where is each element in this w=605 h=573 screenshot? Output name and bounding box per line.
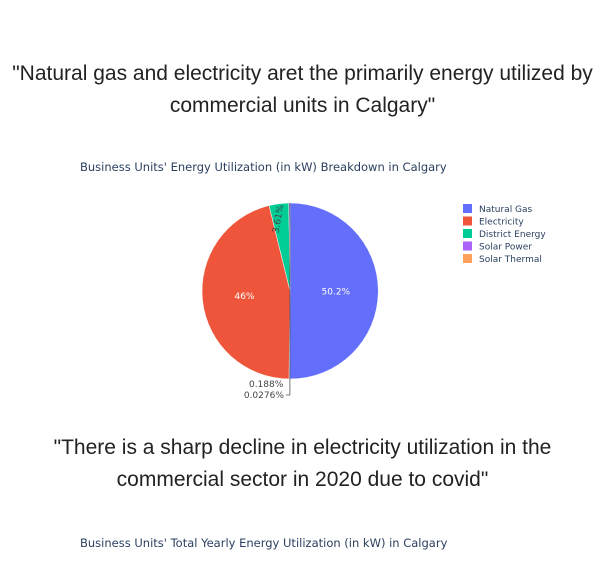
pie-chart-title: Business Units' Energy Utilization (in k… — [80, 160, 447, 174]
legend-label-district-energy[interactable]: District Energy — [479, 230, 546, 240]
quote-electricity-decline: "There is a sharp decline in electricity… — [53, 436, 552, 491]
pie-slice-natural-gas[interactable] — [288, 202, 379, 380]
legend-swatch-solar-power[interactable] — [463, 241, 472, 251]
legend-label-solar-thermal[interactable]: Solar Thermal — [479, 255, 542, 265]
legend-label-electricity[interactable]: Electricity — [479, 218, 524, 228]
pie-legend[interactable]: Natural Gas Electricity District Energy Sol… — [463, 204, 546, 265]
legend-swatch-electricity[interactable] — [463, 216, 472, 226]
pie-slice-labels: 50.2% 46% 3.61% 0.188%0.0276% — [234, 203, 351, 401]
pie-slice-electricity[interactable] — [201, 205, 291, 380]
energy-breakdown-pie-chart: 50.2% 46% 3.61% 0.188%0.0276% Natural Gas El… — [201, 202, 546, 401]
legend-swatch-district-energy[interactable] — [463, 229, 472, 238]
legend-swatch-natural-gas[interactable] — [463, 204, 472, 213]
quote-natural-gas: "Natural gas and electricity aret the pr… — [12, 62, 593, 117]
slice-label-electricity: 46% — [234, 292, 254, 302]
legend-swatch-solar-thermal[interactable] — [463, 254, 472, 263]
legend-label-solar-power[interactable]: Solar Power — [479, 243, 532, 253]
leader-line — [285, 203, 291, 396]
pie-slices — [201, 202, 379, 380]
slice-label-solar-power: 0.188% — [249, 380, 284, 390]
slice-label-natural-gas: 50.2% — [322, 287, 351, 297]
slice-label-solar-thermal: 0.0276% — [244, 391, 284, 401]
yearly-chart-title: Business Units' Total Yearly Energy Util… — [80, 536, 448, 550]
legend-label-natural-gas[interactable]: Natural Gas — [479, 205, 533, 215]
slice-label-district-energy: 3.61% — [272, 204, 287, 234]
